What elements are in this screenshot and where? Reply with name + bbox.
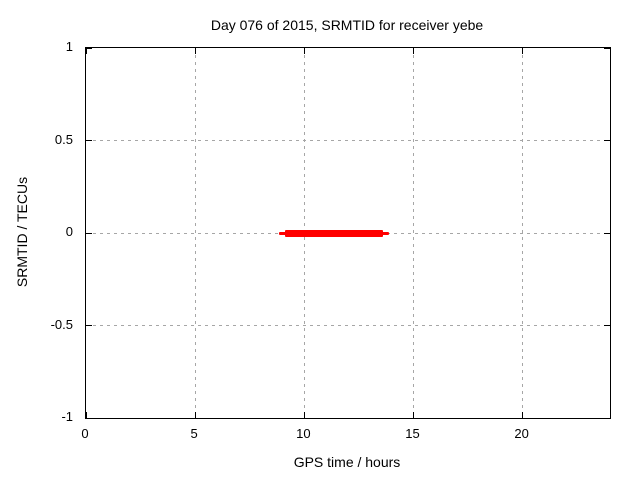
y-tick-label: 0	[65, 224, 73, 239]
x-tick-mark-bottom	[413, 412, 414, 418]
x-tick-mark-bottom	[522, 412, 524, 418]
x-tick-label: 10	[296, 426, 311, 441]
y-gridline	[86, 140, 610, 141]
x-axis-label: GPS time / hours	[293, 454, 401, 470]
y-tick-label: -0.5	[50, 316, 73, 332]
y-tick-mark-left	[86, 325, 92, 326]
data-segment-thick	[284, 229, 383, 237]
x-tick-mark-bottom	[85, 412, 87, 418]
x-tick-mark-top	[85, 48, 87, 54]
y-tick-mark-right	[604, 325, 610, 326]
y-tick-mark-right	[604, 47, 610, 49]
x-tick-mark-top	[522, 48, 524, 54]
y-tick-label: 0.5	[54, 131, 73, 147]
x-tick-label: 20	[514, 426, 529, 441]
y-tick-mark-left	[86, 232, 92, 234]
y-tick-label: 1	[65, 39, 73, 54]
x-tick-mark-top	[194, 48, 196, 54]
y-tick-mark-right	[604, 232, 610, 234]
x-tick-mark-bottom	[194, 412, 196, 418]
x-tick-label: 0	[81, 426, 89, 441]
x-tick-label: 5	[190, 426, 198, 441]
x-tick-mark-top	[303, 48, 305, 54]
chart-title: Day 076 of 2015, SRMTID for receiver yeb…	[210, 17, 484, 33]
y-gridline	[86, 325, 610, 326]
x-tick-label: 15	[405, 426, 420, 441]
plot-area	[85, 47, 611, 419]
y-tick-mark-left	[86, 140, 92, 141]
x-tick-mark-top	[413, 48, 414, 54]
y-tick-mark-right	[604, 417, 610, 419]
y-tick-mark-right	[604, 140, 610, 141]
y-tick-mark-left	[86, 417, 92, 419]
y-tick-mark-left	[86, 47, 92, 49]
y-tick-label: -1	[61, 409, 73, 424]
x-tick-mark-bottom	[303, 412, 305, 418]
